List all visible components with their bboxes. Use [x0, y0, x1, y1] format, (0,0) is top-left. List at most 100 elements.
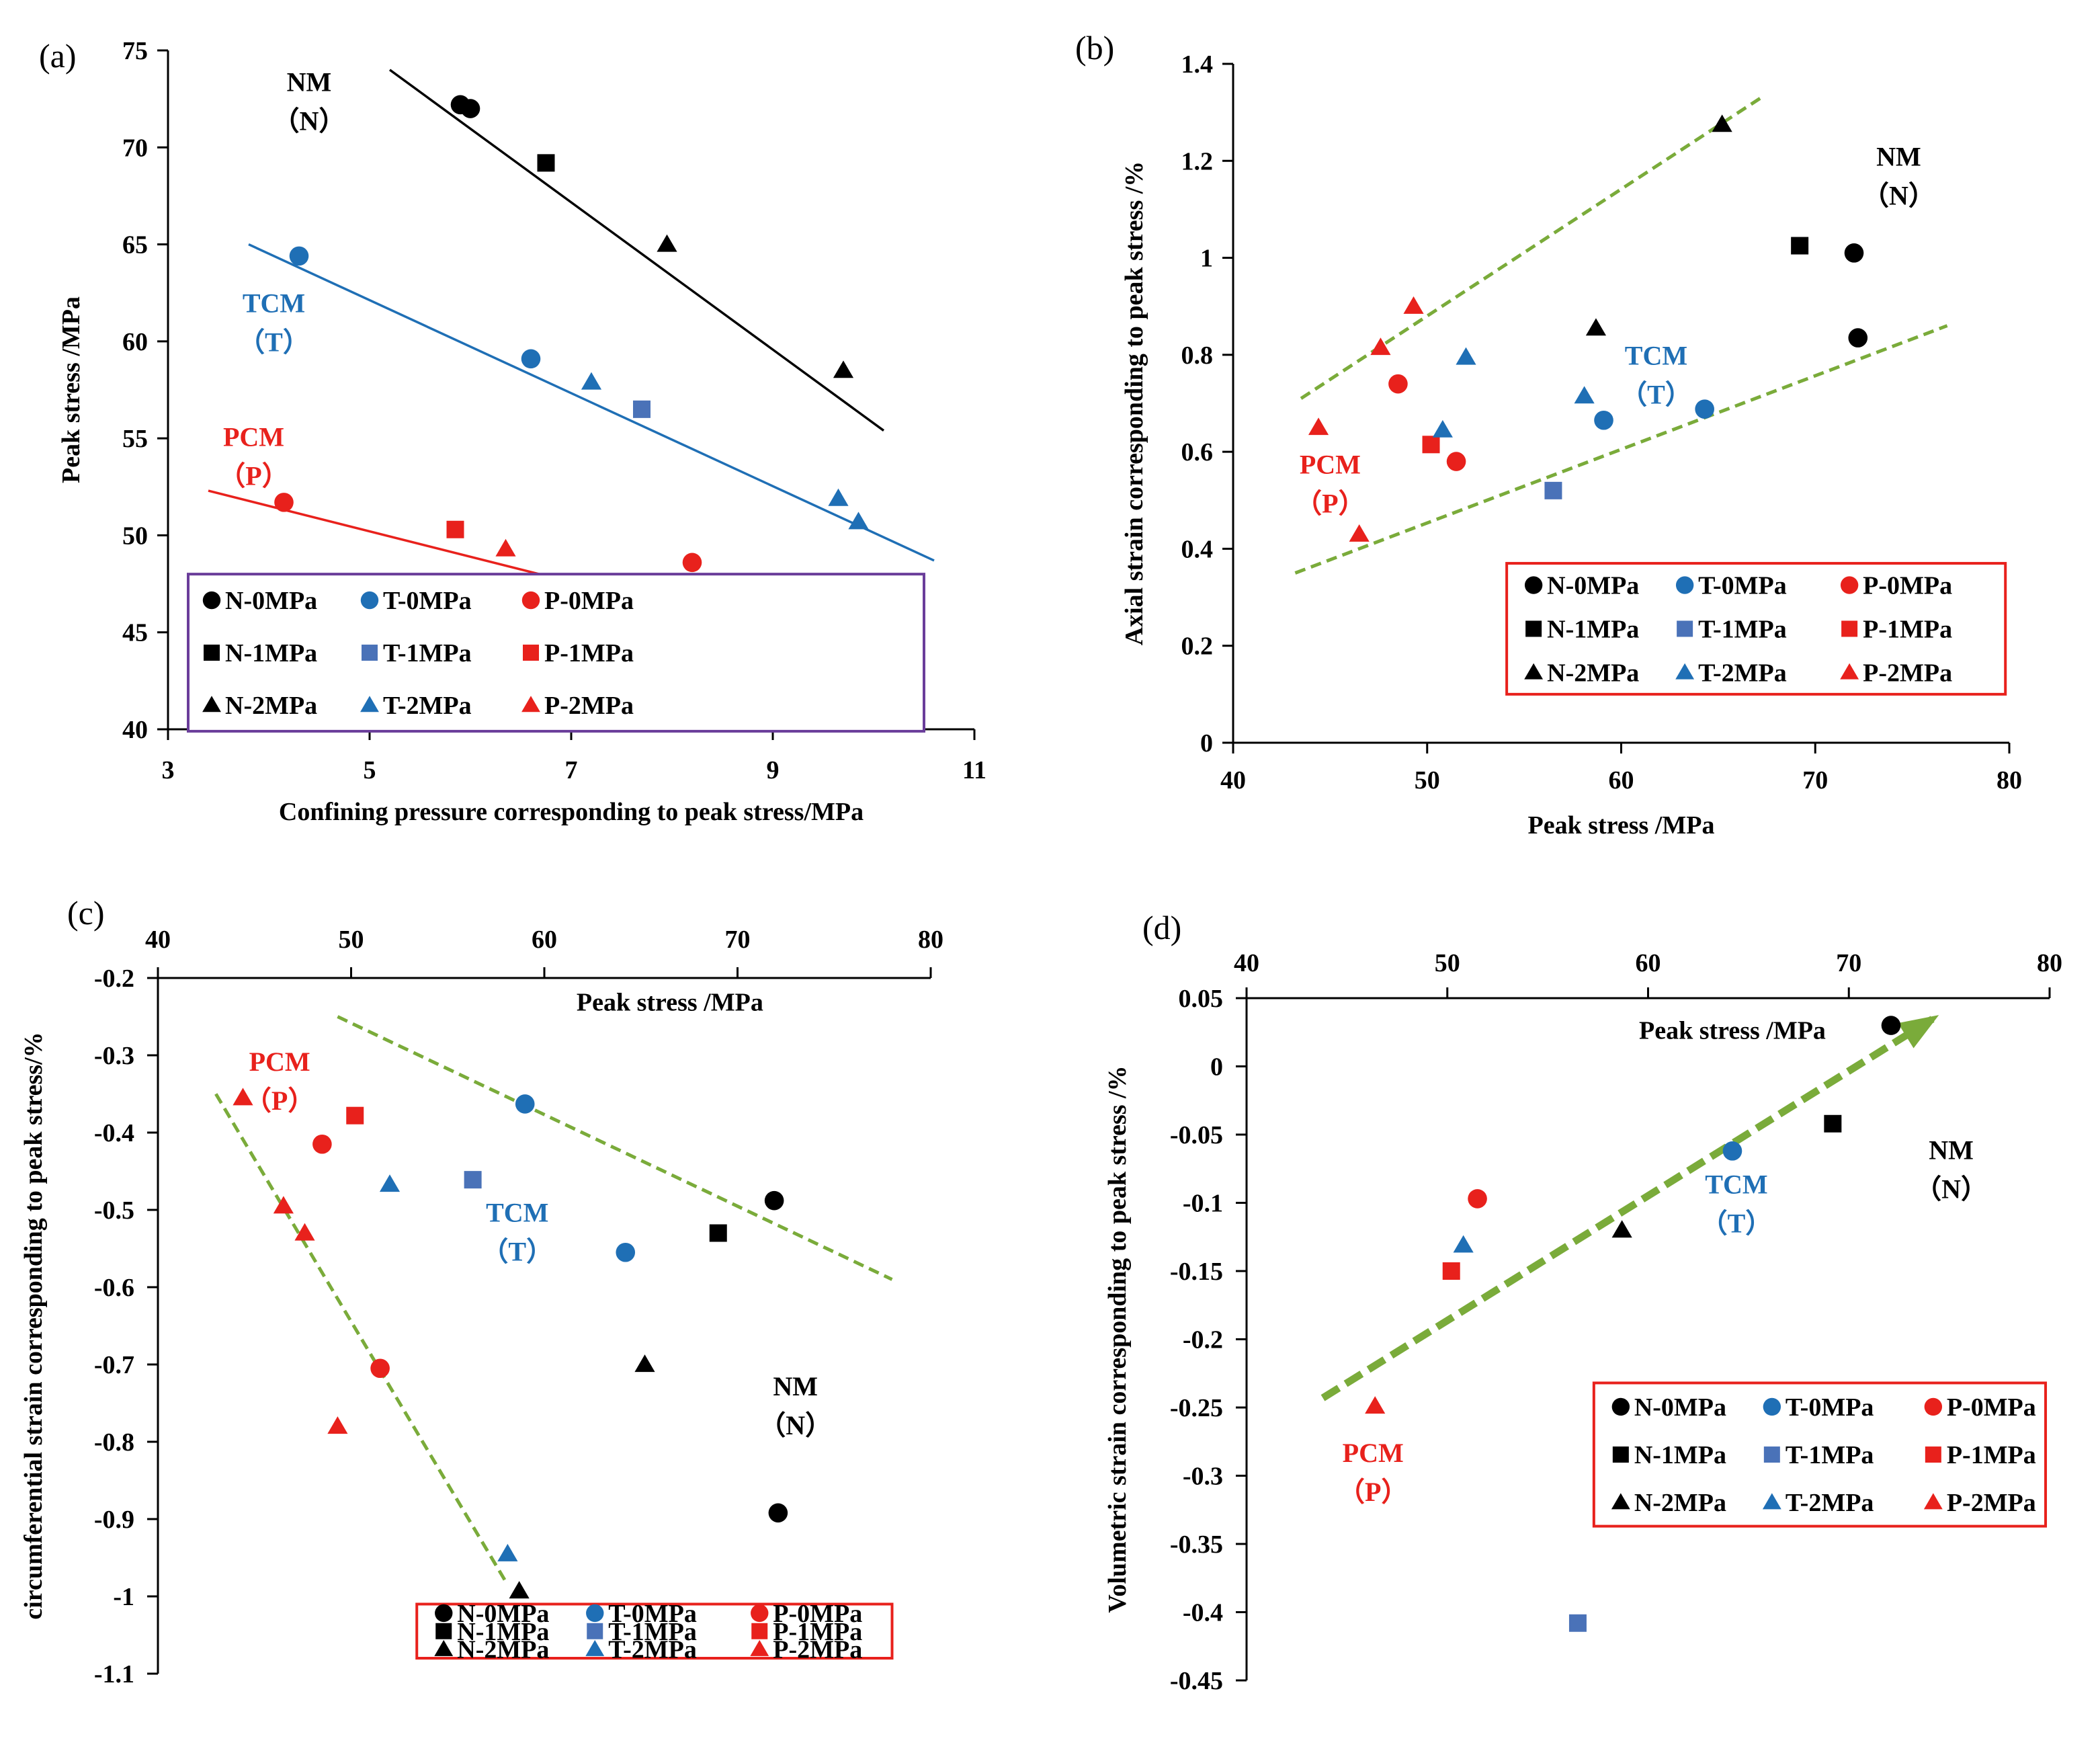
legend-marker [360, 591, 379, 610]
legend-marker [1611, 1493, 1630, 1510]
group-label-n-sub: （N） [759, 1410, 832, 1440]
legend-box [187, 573, 925, 733]
x-tick-label: 70 [1802, 766, 1828, 794]
data-point-p-0mpa [682, 553, 702, 573]
group-label-p-sub: （P） [1338, 1477, 1408, 1507]
x-axis-label: Confining pressure corresponding to peak… [279, 798, 864, 826]
x-tick-label: 40 [1220, 766, 1246, 794]
x-tick-label: 70 [725, 926, 751, 954]
legend-box [1505, 562, 2007, 696]
legend-label: P-1MPa [1947, 1441, 2036, 1469]
data-point-t-2mpa [1574, 386, 1595, 404]
legend-marker [585, 1639, 605, 1656]
legend-marker [1762, 1493, 1781, 1510]
y-axis-label: circumferential strain corresponding to … [19, 1032, 48, 1619]
x-tick-label: 80 [2037, 949, 2062, 977]
data-point-t-2mpa [1456, 347, 1476, 365]
data-point-t-0mpa [616, 1242, 636, 1262]
x-tick-label: 7 [565, 756, 578, 784]
data-point-p-2mpa [1349, 524, 1370, 542]
legend-label: N-1MPa [225, 639, 317, 667]
group-label-n: NM [287, 67, 332, 97]
y-tick-label: -0.8 [94, 1428, 134, 1457]
legend-box [1592, 1381, 2048, 1528]
group-label-n: NM [1876, 142, 1921, 172]
legend-marker [435, 1604, 453, 1623]
y-tick-label: 65 [122, 231, 148, 259]
panel-b: (b) 40 50 60 70 80 0 0.2 0.4 0.6 0.8 1 1.2 1.4 Peak st… [1075, 29, 2022, 840]
legend-marker [751, 1623, 768, 1639]
data-point-n-2mpa [509, 1581, 530, 1599]
legend-marker [1763, 1397, 1781, 1416]
trend-line [1294, 324, 1948, 575]
y-tick-label: 0 [1200, 729, 1213, 758]
data-point-n-0mpa [764, 1190, 784, 1211]
data-point-n-0mpa [1848, 328, 1868, 348]
legend-label: T-2MPa [1698, 659, 1787, 687]
legend-marker [1924, 1397, 1943, 1416]
data-point-n-2mpa [634, 1354, 655, 1373]
x-axis-label: Peak stress /MPa [1639, 1017, 1826, 1045]
legend-label: T-1MPa [608, 1618, 697, 1646]
data-point-p-2mpa [1370, 337, 1391, 356]
y-tick-label: -0.4 [94, 1119, 134, 1147]
legend-marker [1675, 576, 1694, 594]
data-point-p-1mpa [1422, 436, 1440, 454]
group-label-t-sub: （T） [1701, 1208, 1773, 1238]
y-tick-label: 45 [122, 619, 148, 647]
legend-label: N-0MPa [225, 587, 317, 615]
group-label-t-sub: （T） [238, 327, 310, 358]
y-tick-label: 50 [122, 522, 148, 550]
trend-line [337, 1015, 893, 1281]
legend-marker [435, 1623, 452, 1639]
legend-marker [202, 591, 221, 610]
trend-line [214, 1093, 509, 1586]
x-tick-label: 70 [1836, 949, 1861, 977]
data-point-n-1mpa [709, 1224, 727, 1242]
x-tick-label: 50 [339, 926, 364, 954]
legend-label: N-0MPa [1634, 1393, 1726, 1422]
group-label-t: TCM [486, 1197, 548, 1227]
x-tick-label: 60 [532, 926, 557, 954]
data-point-p-2mpa [273, 1196, 294, 1214]
group-label-t-sub: （T） [1620, 379, 1692, 409]
y-tick-label: -0.7 [94, 1351, 134, 1379]
group-label-t: TCM [1705, 1169, 1767, 1199]
data-point-p-2mpa [327, 1416, 348, 1434]
panel-d: (d) 40 50 60 70 80 0.05 0 -0.05 -0.1 -0.15 -0.2 -0.2… [1103, 909, 2062, 1695]
data-point-p-2mpa [495, 538, 516, 557]
legend-marker [1841, 620, 1858, 637]
legend-marker [204, 645, 220, 661]
legend-marker [587, 1623, 603, 1639]
legend-label: P-2MPa [773, 1636, 862, 1664]
y-tick-label: -0.4 [1183, 1599, 1223, 1627]
x-tick-label: 9 [767, 756, 780, 784]
y-tick-label: 60 [122, 328, 148, 356]
legend-label: T-2MPa [608, 1636, 697, 1664]
legend-label: T-0MPa [383, 587, 472, 615]
data-point-p-2mpa [1308, 417, 1329, 436]
data-point-p-2mpa [1365, 1396, 1386, 1414]
legend-label: N-2MPa [1547, 659, 1639, 687]
legend-marker [1925, 1446, 1941, 1463]
group-label-n: NM [773, 1371, 818, 1401]
y-tick-label: 1.4 [1181, 50, 1214, 79]
legend-label: T-0MPa [1786, 1393, 1874, 1422]
y-tick-label: -0.25 [1170, 1394, 1223, 1422]
x-tick-label: 11 [962, 756, 986, 784]
legend-label: P-1MPa [773, 1618, 862, 1646]
data-point-n-2mpa [1611, 1220, 1632, 1238]
x-tick-label: 40 [145, 926, 171, 954]
group-label-p-sub: （P） [245, 1086, 314, 1116]
data-point-p-0mpa [312, 1134, 332, 1154]
data-point-n-1mpa [537, 154, 555, 172]
data-point-t-2mpa [497, 1543, 518, 1561]
legend-label: P-2MPa [544, 692, 634, 720]
legend-marker [362, 645, 378, 661]
legend-label: N-1MPa [1547, 615, 1639, 643]
y-tick-label: 0.6 [1181, 438, 1214, 466]
legend-label: P-0MPa [544, 587, 634, 615]
data-point-t-0mpa [515, 1094, 535, 1114]
group-label-p: PCM [1300, 450, 1361, 480]
